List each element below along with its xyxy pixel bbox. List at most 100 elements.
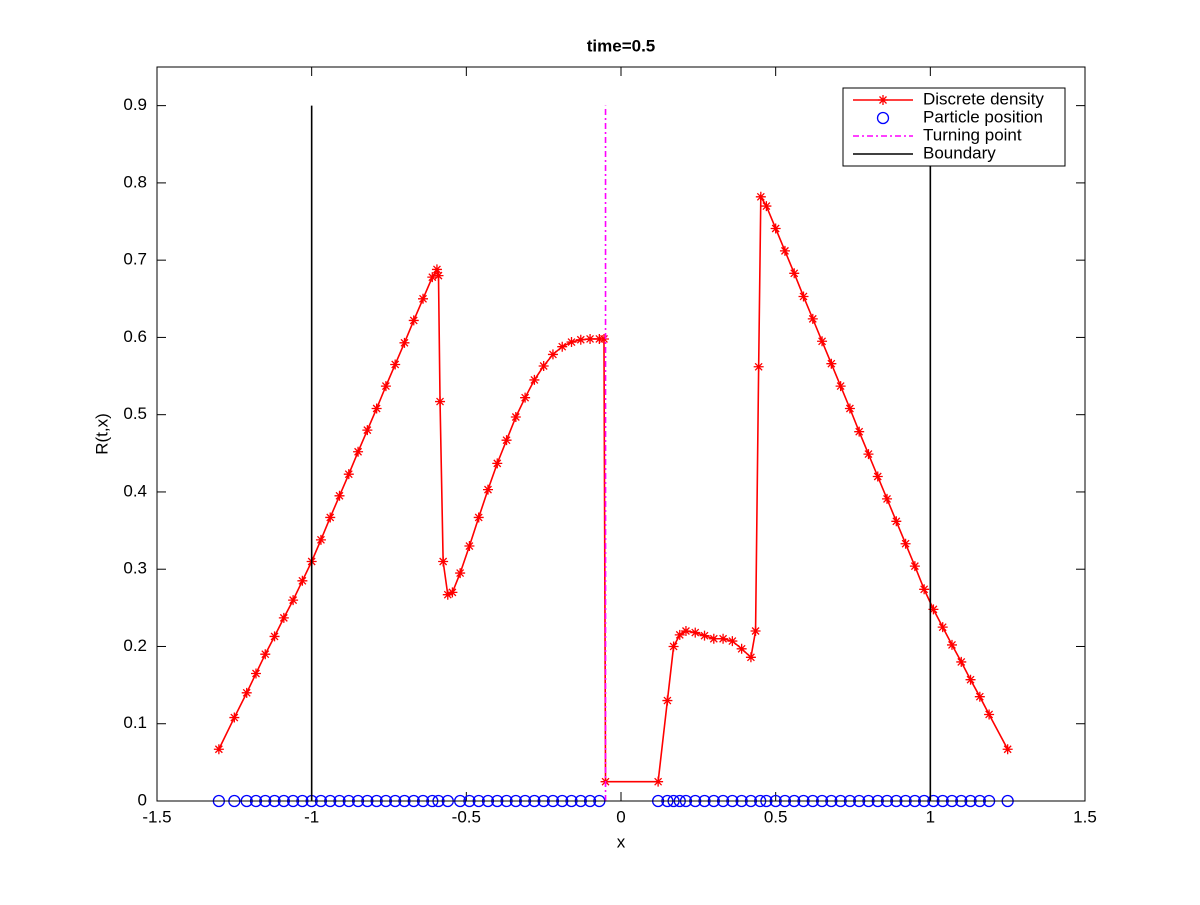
star-marker — [435, 396, 446, 407]
x-tick-label: 1.5 — [1073, 807, 1097, 826]
y-tick-label: 0.3 — [123, 559, 147, 578]
legend-box — [842, 87, 1066, 167]
star-marker — [288, 595, 299, 606]
y-tick-label: 0.7 — [123, 250, 147, 269]
x-tick-label: 0.5 — [764, 807, 788, 826]
star-marker — [598, 333, 609, 344]
star-marker — [362, 425, 373, 436]
star-marker — [844, 403, 855, 414]
star-marker — [974, 691, 985, 702]
star-marker — [575, 334, 586, 345]
chart-title: time=0.5 — [587, 36, 656, 55]
star-marker — [438, 556, 449, 567]
star-marker — [984, 709, 995, 720]
star-marker — [727, 636, 738, 647]
star-marker — [433, 270, 444, 281]
star-marker — [674, 629, 685, 640]
y-tick-label: 0.4 — [123, 481, 147, 500]
plot-frame — [156, 66, 1086, 802]
star-marker — [1002, 744, 1013, 755]
star-marker — [566, 337, 577, 348]
star-marker — [269, 631, 280, 642]
star-marker — [956, 656, 967, 667]
star-marker — [761, 201, 772, 212]
star-marker — [690, 627, 701, 638]
star-marker — [241, 687, 252, 698]
star-marker — [807, 313, 818, 324]
star-marker — [770, 223, 781, 234]
star-marker — [325, 512, 336, 523]
star-marker — [418, 293, 429, 304]
star-marker — [662, 695, 673, 706]
y-tick-label: 0.9 — [123, 95, 147, 114]
star-marker — [854, 426, 865, 437]
star-marker — [353, 446, 364, 457]
x-tick-label: -1 — [304, 807, 319, 826]
star-marker — [937, 622, 948, 633]
star-marker — [492, 458, 503, 469]
star-marker — [826, 358, 837, 369]
star-marker — [909, 561, 920, 572]
star-marker — [779, 245, 790, 256]
star-marker — [882, 493, 893, 504]
star-marker — [585, 333, 596, 344]
y-tick-label: 0.6 — [123, 327, 147, 346]
star-marker — [442, 589, 453, 600]
star-marker — [745, 652, 756, 663]
series-line — [310, 105, 932, 801]
y-tick-label: 0.1 — [123, 713, 147, 732]
star-marker — [718, 633, 729, 644]
star-marker — [699, 630, 710, 641]
star-marker — [482, 484, 493, 495]
star-marker — [343, 469, 354, 480]
star-marker — [900, 538, 911, 549]
star-marker — [399, 337, 410, 348]
star-marker — [431, 264, 442, 275]
star-marker — [863, 449, 874, 460]
star-marker — [260, 649, 271, 660]
legend-label: Turning point — [923, 125, 1022, 144]
star-marker — [817, 336, 828, 347]
star-marker — [473, 512, 484, 523]
star-marker — [447, 587, 458, 598]
star-marker — [455, 568, 466, 579]
star-marker — [798, 291, 809, 302]
star-marker — [736, 643, 747, 654]
star-marker — [557, 341, 568, 352]
x-tick-label: 1 — [926, 807, 935, 826]
y-tick-label: 0.2 — [123, 636, 147, 655]
legend-label: Discrete density — [923, 89, 1044, 108]
star-marker — [668, 641, 679, 652]
y-tick-label: 0 — [138, 790, 147, 809]
star-marker — [919, 584, 930, 595]
star-marker — [315, 534, 326, 545]
star-marker — [334, 490, 345, 501]
star-marker — [538, 361, 549, 372]
star-marker — [891, 516, 902, 527]
x-tick-label: -1.5 — [142, 807, 171, 826]
star-marker — [547, 349, 558, 360]
star-marker — [965, 674, 976, 685]
y-tick-label: 0.5 — [123, 404, 147, 423]
star-marker — [653, 776, 664, 787]
star-marker — [789, 268, 800, 279]
star-marker — [229, 712, 240, 723]
star-marker — [928, 604, 939, 615]
star-marker — [872, 471, 883, 482]
star-marker — [297, 575, 308, 586]
star-marker — [380, 381, 391, 392]
star-marker — [755, 191, 766, 202]
star-marker — [278, 612, 289, 623]
y-axis-label: R(t,x) — [92, 413, 111, 455]
star-marker — [529, 374, 540, 385]
star-marker — [501, 435, 512, 446]
star-marker — [427, 272, 438, 283]
x-tick-label: 0 — [616, 807, 625, 826]
x-axis-label: x — [617, 832, 626, 851]
star-marker — [510, 412, 521, 423]
star-marker — [946, 639, 957, 650]
star-marker — [213, 744, 224, 755]
y-tick-label: 0.8 — [123, 172, 147, 191]
